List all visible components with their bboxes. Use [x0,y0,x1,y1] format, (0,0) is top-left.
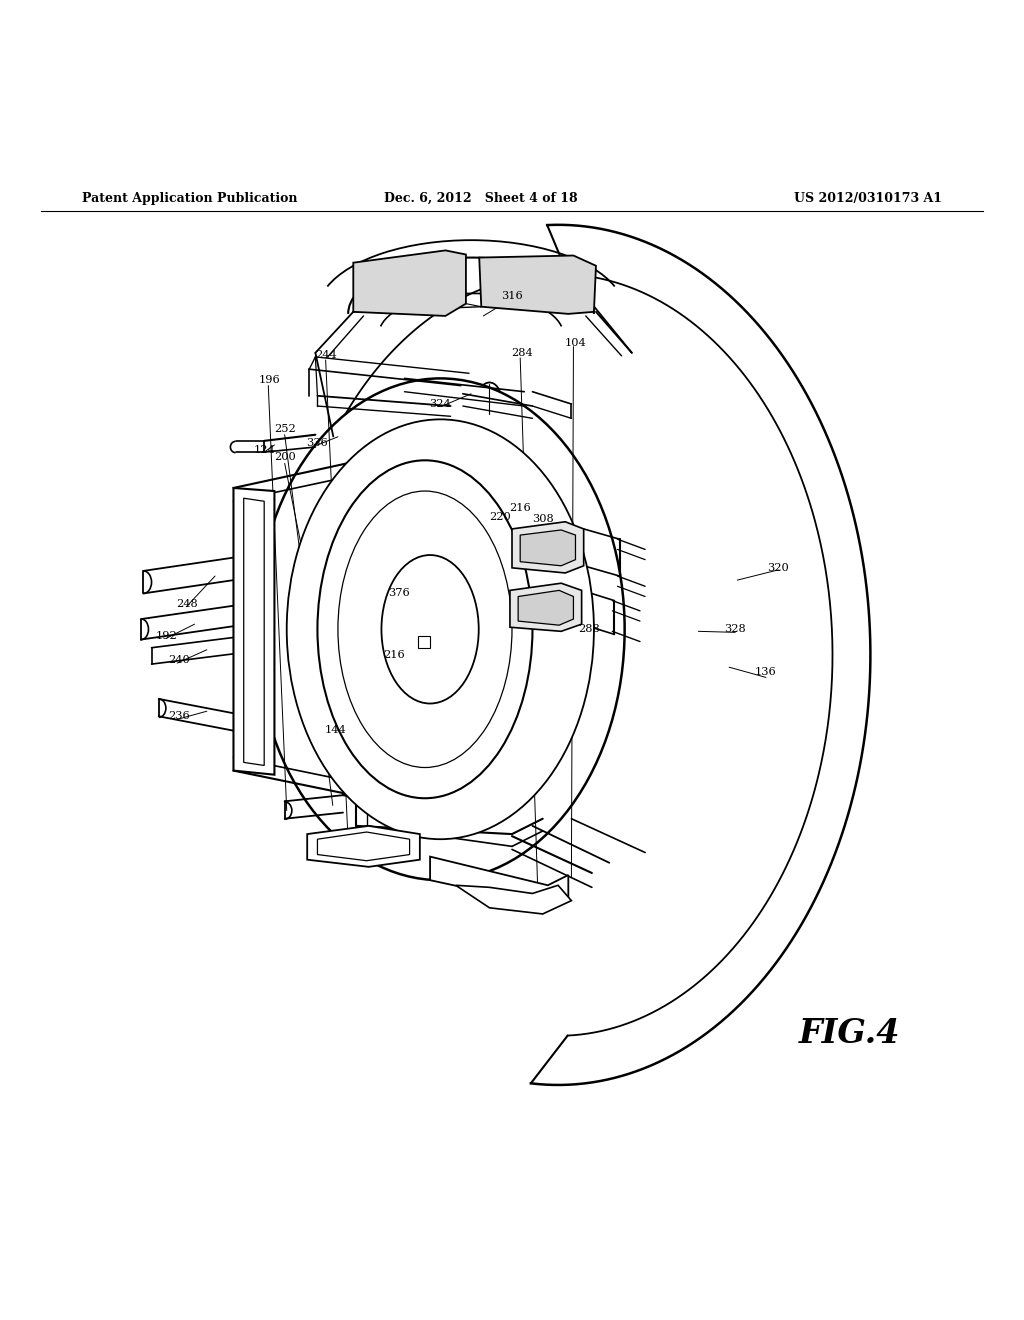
Text: 376: 376 [388,589,411,598]
Polygon shape [233,488,274,775]
Text: 196: 196 [258,375,281,385]
Ellipse shape [317,461,532,799]
Text: 192: 192 [156,631,178,642]
Polygon shape [244,498,264,766]
Polygon shape [317,832,410,861]
Text: Patent Application Publication: Patent Application Publication [82,191,297,205]
Polygon shape [456,886,571,913]
Text: 328: 328 [724,624,746,635]
Text: FIG.4: FIG.4 [799,1018,901,1051]
Polygon shape [518,590,573,626]
Polygon shape [418,636,430,648]
Text: 200: 200 [273,453,296,462]
Polygon shape [307,826,420,867]
Text: 136: 136 [755,668,777,677]
Ellipse shape [381,554,478,704]
Text: 104: 104 [564,338,587,347]
Text: 248: 248 [176,599,199,609]
Text: 220: 220 [488,512,511,521]
Ellipse shape [256,379,625,880]
Text: 216: 216 [383,649,406,660]
Text: 252: 252 [273,424,296,433]
Text: 336: 336 [306,438,329,447]
Text: 240: 240 [168,655,190,665]
Text: 244: 244 [314,350,337,360]
Ellipse shape [287,420,594,840]
Text: 284: 284 [511,347,534,358]
Text: US 2012/0310173 A1: US 2012/0310173 A1 [794,191,942,205]
Text: 324: 324 [429,399,452,409]
Text: 316: 316 [501,292,523,301]
Text: Dec. 6, 2012   Sheet 4 of 18: Dec. 6, 2012 Sheet 4 of 18 [384,191,579,205]
Polygon shape [520,529,575,566]
Text: 144: 144 [325,725,347,735]
Text: 320: 320 [767,562,790,573]
Text: 216: 216 [509,503,531,513]
Polygon shape [353,251,466,315]
Text: 288: 288 [578,624,600,635]
Polygon shape [479,256,596,314]
Polygon shape [510,583,582,631]
Text: 236: 236 [168,711,190,721]
Polygon shape [512,521,584,573]
Text: 124: 124 [253,445,275,455]
Text: 308: 308 [531,513,554,524]
Polygon shape [430,857,568,906]
Ellipse shape [338,491,512,767]
